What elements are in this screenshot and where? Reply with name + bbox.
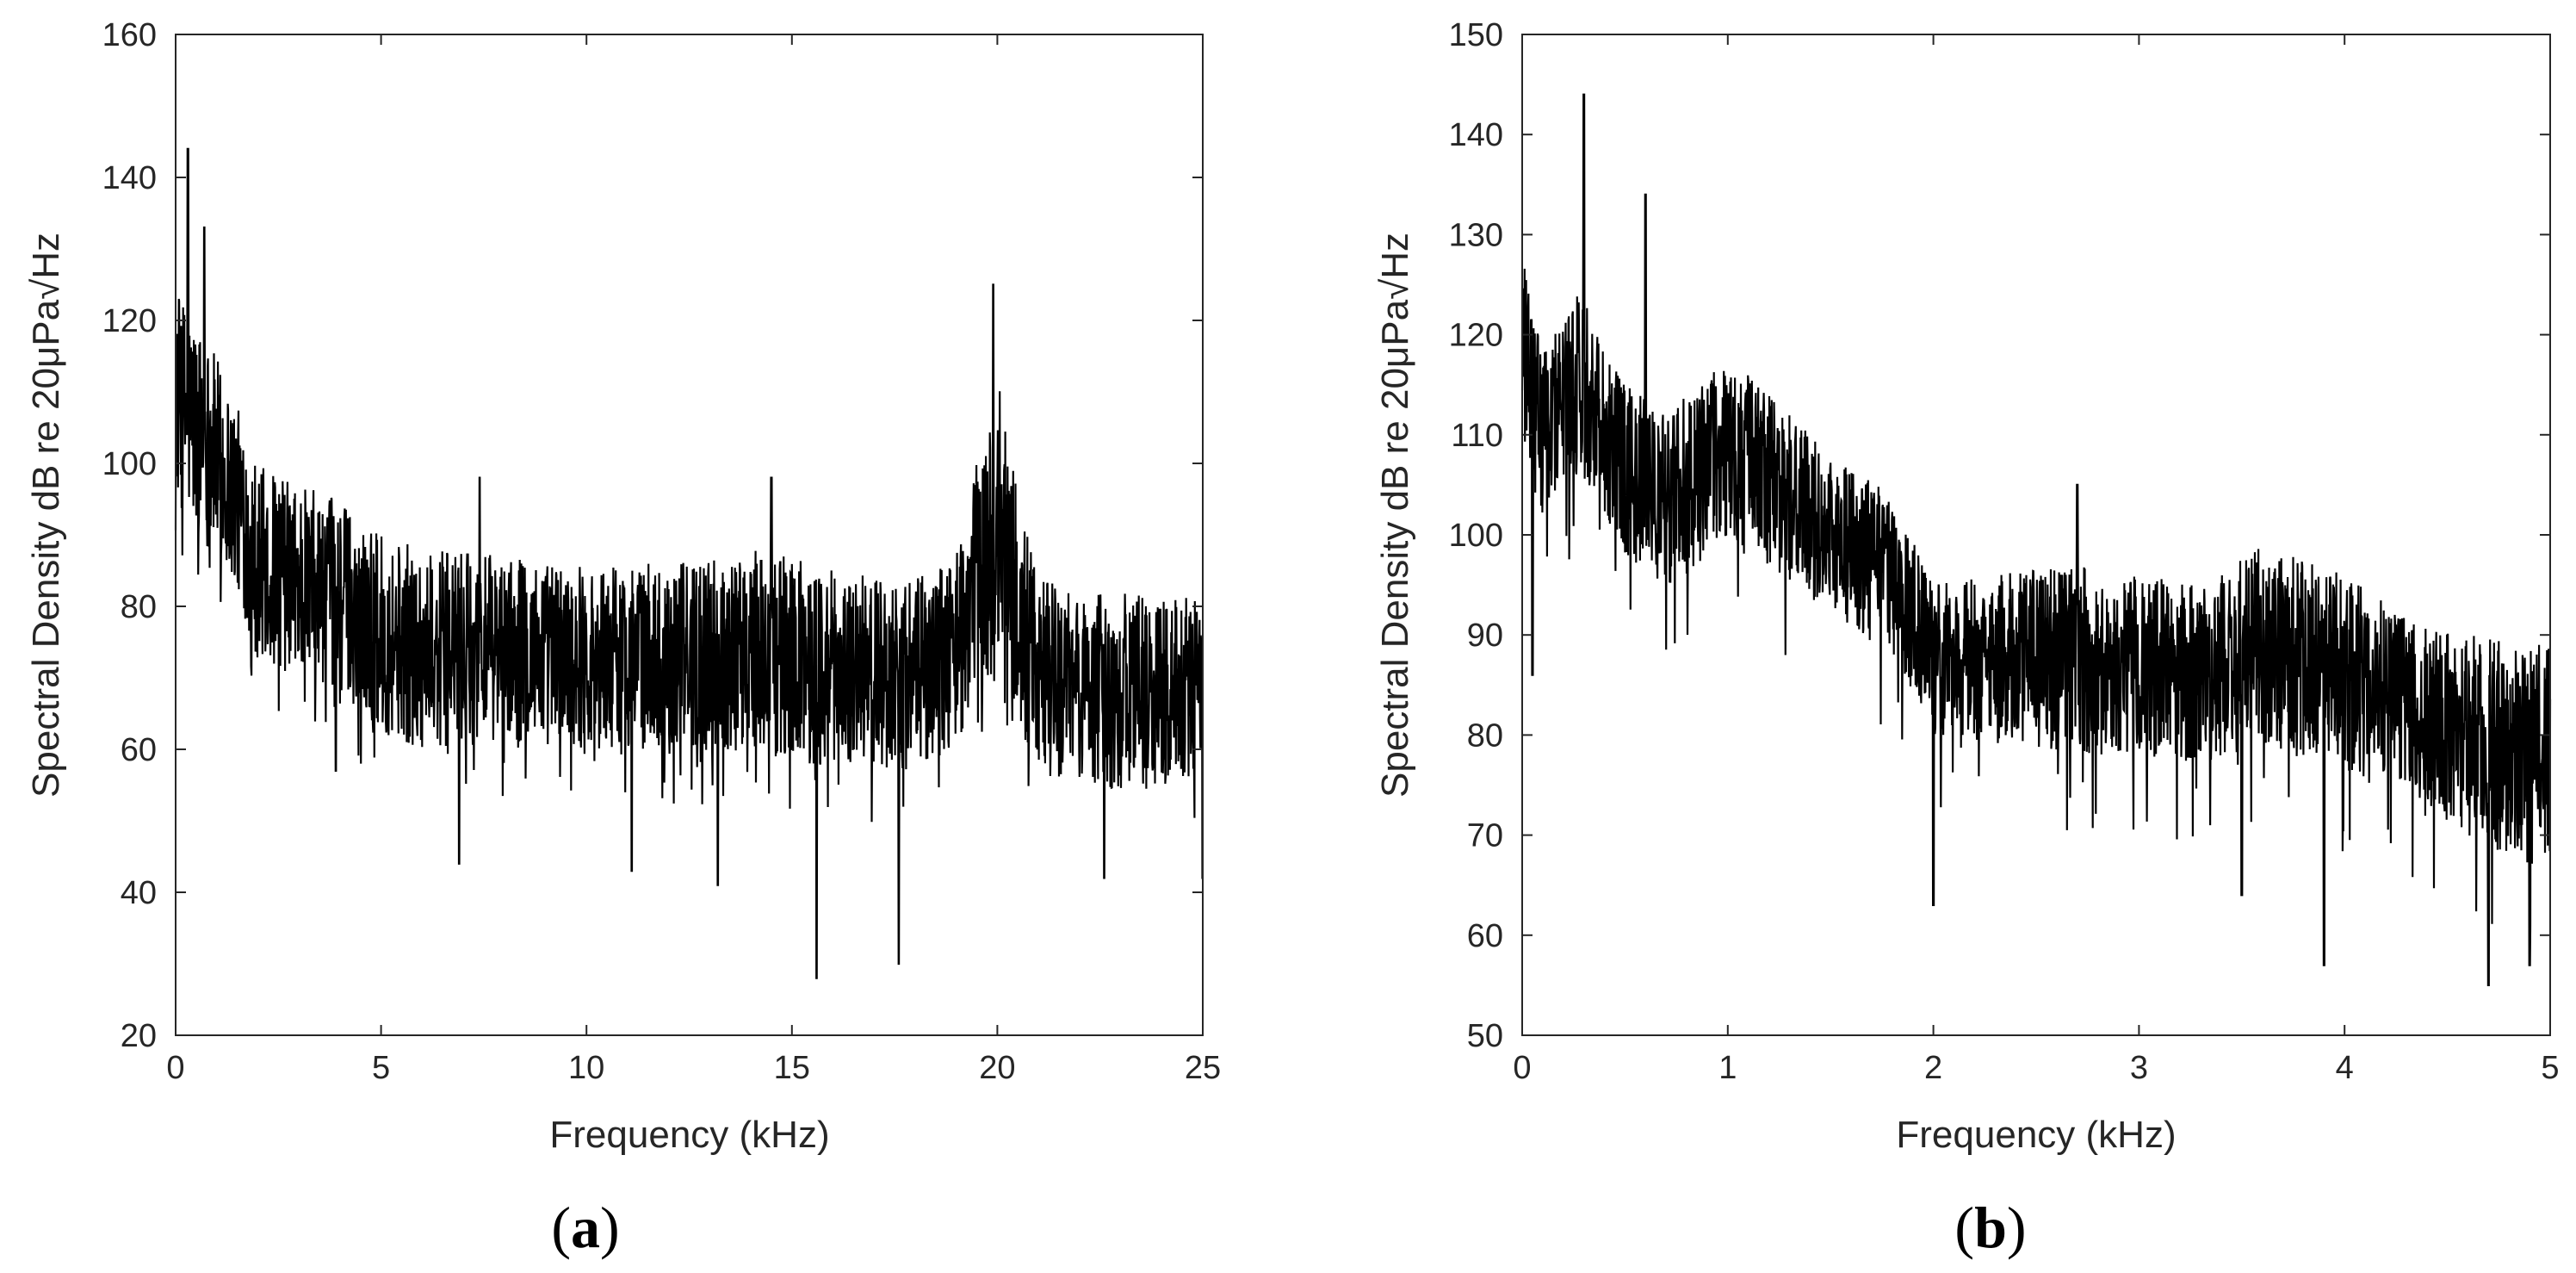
x-axis-label-b: Frequency (kHz) (1896, 1114, 2176, 1156)
y-tick-label: 100 (1449, 518, 1503, 554)
y-tick-label: 80 (1467, 717, 1503, 754)
y-tick-label: 140 (102, 160, 157, 196)
x-tick-label: 0 (1513, 1050, 1531, 1086)
y-tick-label: 20 (121, 1018, 157, 1054)
y-tick-label: 60 (121, 732, 157, 768)
x-tick-label: 3 (2130, 1050, 2148, 1086)
x-tick-label: 15 (774, 1050, 810, 1086)
x-tick-label: 5 (372, 1050, 390, 1086)
y-tick-label: 120 (1449, 318, 1503, 354)
x-tick-label: 0 (166, 1050, 184, 1086)
spectrum-line (1520, 93, 2552, 987)
x-tick-label: 4 (2336, 1050, 2354, 1086)
x-tick-label: 2 (1924, 1050, 1942, 1086)
y-tick-label: 40 (121, 875, 157, 911)
y-tick-label: 150 (1449, 17, 1503, 53)
y-tick-label: 110 (1451, 418, 1503, 454)
y-tick-label: 160 (102, 17, 157, 53)
x-tick-label: 25 (1185, 1050, 1221, 1086)
x-axis-label-a: Frequency (kHz) (549, 1114, 829, 1156)
plot-area-b: 0 1 2 3 4 5 50 60 70 80 90 100 110 120 130 140 150 (1449, 17, 2560, 1086)
y-axis-label-b: Spectral Density dB re 20μPa√Hz (1374, 233, 1416, 798)
panel-label-a: (a) (551, 1195, 619, 1260)
y-tick-label: 130 (1449, 217, 1503, 253)
plot-area-a: 0 5 10 15 20 25 20 40 60 80 100 120 140 160 (102, 17, 1222, 1086)
y-tick-label: 90 (1467, 618, 1503, 654)
panel-label-b-letter: b (1974, 1195, 2007, 1260)
y-tick-label: 50 (1467, 1018, 1503, 1054)
y-axis-label-a: Spectral Density dB re 20μPa√Hz (25, 233, 67, 798)
y-tick-label: 70 (1467, 818, 1503, 854)
axes-frame (175, 34, 1204, 1036)
y-tick-label: 140 (1449, 117, 1503, 153)
x-tick-label: 1 (1718, 1050, 1737, 1086)
y-tick-label: 60 (1467, 918, 1503, 954)
y-tick-label: 80 (121, 589, 157, 625)
x-tick-label: 20 (979, 1050, 1015, 1086)
panel-a: 0 5 10 15 20 25 20 40 60 80 100 120 140 160 Frequency… (25, 17, 1221, 1260)
x-tick-label: 10 (568, 1050, 604, 1086)
panel-label-b: (b) (1954, 1195, 2026, 1260)
y-tick-label: 100 (102, 446, 157, 482)
panel-label-a-letter: a (571, 1195, 600, 1260)
x-tick-label: 5 (2541, 1050, 2559, 1086)
spectrum-line (174, 147, 1204, 979)
panel-b: 0 1 2 3 4 5 50 60 70 80 90 100 110 120 130 140 150 Frequ… (1374, 17, 2560, 1260)
y-tick-label: 120 (102, 303, 157, 339)
